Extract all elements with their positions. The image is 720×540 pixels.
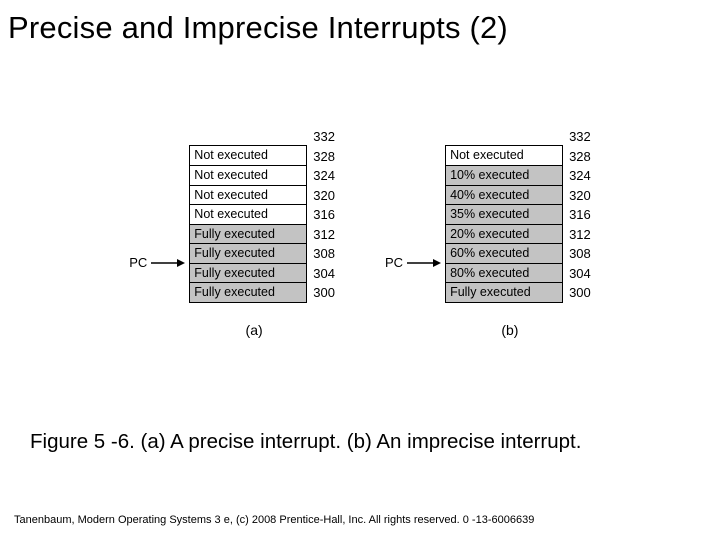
pc-pointer: PC bbox=[129, 177, 189, 270]
figure-area: PCNot executedNot executedNot executedNo… bbox=[0, 136, 720, 338]
table-row: Fully executed bbox=[190, 282, 306, 302]
table-row: 80% executed bbox=[446, 263, 562, 283]
table-row: Not executed bbox=[190, 146, 306, 166]
address-label: 320 bbox=[569, 186, 591, 206]
address-label: 300 bbox=[569, 283, 591, 303]
address-label: 328 bbox=[313, 147, 335, 167]
arrow-icon bbox=[151, 259, 185, 267]
copyright-footer: Tanenbaum, Modern Operating Systems 3 e,… bbox=[14, 514, 534, 526]
address-label: 308 bbox=[313, 244, 335, 264]
pc-label: PC bbox=[385, 255, 403, 270]
table-row: 35% executed bbox=[446, 204, 562, 224]
pc-pointer: PC bbox=[385, 177, 445, 270]
address-column: 332328324320316312308304300 bbox=[569, 136, 591, 312]
table-row: Not executed bbox=[446, 146, 562, 166]
address-label: 312 bbox=[569, 225, 591, 245]
panel-a: PCNot executedNot executedNot executedNo… bbox=[129, 136, 335, 338]
table-row: 40% executed bbox=[446, 185, 562, 205]
panel-sublabel: (a) bbox=[246, 322, 263, 338]
address-label: 300 bbox=[313, 283, 335, 303]
address-label: 304 bbox=[569, 264, 591, 284]
address-label: 324 bbox=[313, 166, 335, 186]
figure-caption: Figure 5 -6. (a) A precise interrupt. (b… bbox=[0, 430, 720, 454]
address-label: 308 bbox=[569, 244, 591, 264]
table-row: Fully executed bbox=[190, 224, 306, 244]
table-row: 60% executed bbox=[446, 243, 562, 263]
address-label: 316 bbox=[569, 205, 591, 225]
panel-sublabel: (b) bbox=[501, 322, 518, 338]
table-row: Fully executed bbox=[190, 263, 306, 283]
address-label: 312 bbox=[313, 225, 335, 245]
table-row: Fully executed bbox=[190, 243, 306, 263]
table-row: Not executed bbox=[190, 204, 306, 224]
table-row: Not executed bbox=[190, 185, 306, 205]
table-row: Not executed bbox=[190, 165, 306, 185]
instruction-table: Not executed10% executed40% executed35% … bbox=[445, 145, 563, 303]
address-label: 316 bbox=[313, 205, 335, 225]
page-title: Precise and Imprecise Interrupts (2) bbox=[0, 0, 720, 46]
table-row: 10% executed bbox=[446, 165, 562, 185]
address-label: 324 bbox=[569, 166, 591, 186]
instruction-table: Not executedNot executedNot executedNot … bbox=[189, 145, 307, 303]
table-row: 20% executed bbox=[446, 224, 562, 244]
address-label: 328 bbox=[569, 147, 591, 167]
table-row: Fully executed bbox=[446, 282, 562, 302]
arrow-icon bbox=[407, 259, 441, 267]
address-label: 304 bbox=[313, 264, 335, 284]
address-label: 332 bbox=[569, 127, 591, 147]
address-column: 332328324320316312308304300 bbox=[313, 136, 335, 312]
pc-label: PC bbox=[129, 255, 147, 270]
address-label: 320 bbox=[313, 186, 335, 206]
address-label: 332 bbox=[313, 127, 335, 147]
panel-b: PC Not executed10% executed40% executed35… bbox=[385, 136, 591, 338]
